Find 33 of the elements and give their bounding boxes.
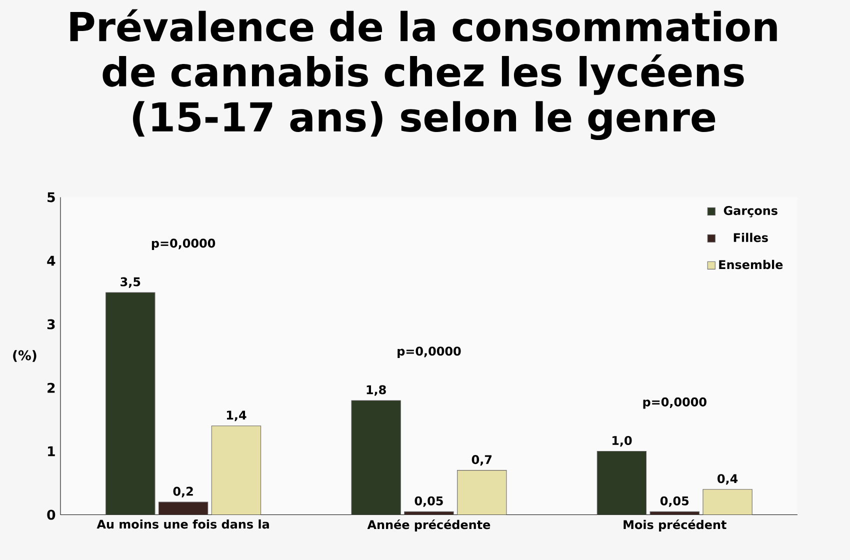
x-tick-label: Année précédente [367,519,490,532]
annotation: p=0,0000 [643,397,706,409]
legend-label: Ensemble [719,260,783,270]
data-label: 0,7 [472,454,492,466]
x-tick-label: Au moins une fois dans la [96,519,269,529]
y-tick-label: 1 [48,446,55,456]
bar [158,502,208,515]
y-tick-label: 2 [48,382,55,393]
annotation: p=0,0000 [152,238,216,250]
annotation: p=0,0000 [398,346,461,358]
bar [457,470,507,515]
bar [596,450,647,515]
bar [351,400,401,515]
y-tick-label: 5 [48,192,55,202]
y-tick-label: 0 [47,510,56,520]
x-tick-label: Mois précédent [624,519,726,532]
data-label: 1,0 [612,436,632,447]
bar [702,489,752,515]
y-tick-label: 3 [47,319,55,330]
legend-label: Garçons [724,206,778,218]
bar [211,426,262,515]
y-axis-title: (%) [13,350,36,362]
data-label: 0,2 [173,486,193,498]
data-label: 1,4 [226,410,246,422]
legend-label: Filles [734,232,768,242]
bar [106,292,156,515]
data-label: 1,8 [366,385,386,396]
y-tick-label: 4 [47,256,56,266]
data-label: 3,5 [120,277,140,288]
data-label: 0,4 [718,474,738,485]
chart-title: Prévalence de la consommation de cannabis chez les lycéens (15-17 ans) selon le genre [70,9,777,140]
data-label: 0,05 [414,496,443,507]
data-label: 0,05 [660,496,689,507]
